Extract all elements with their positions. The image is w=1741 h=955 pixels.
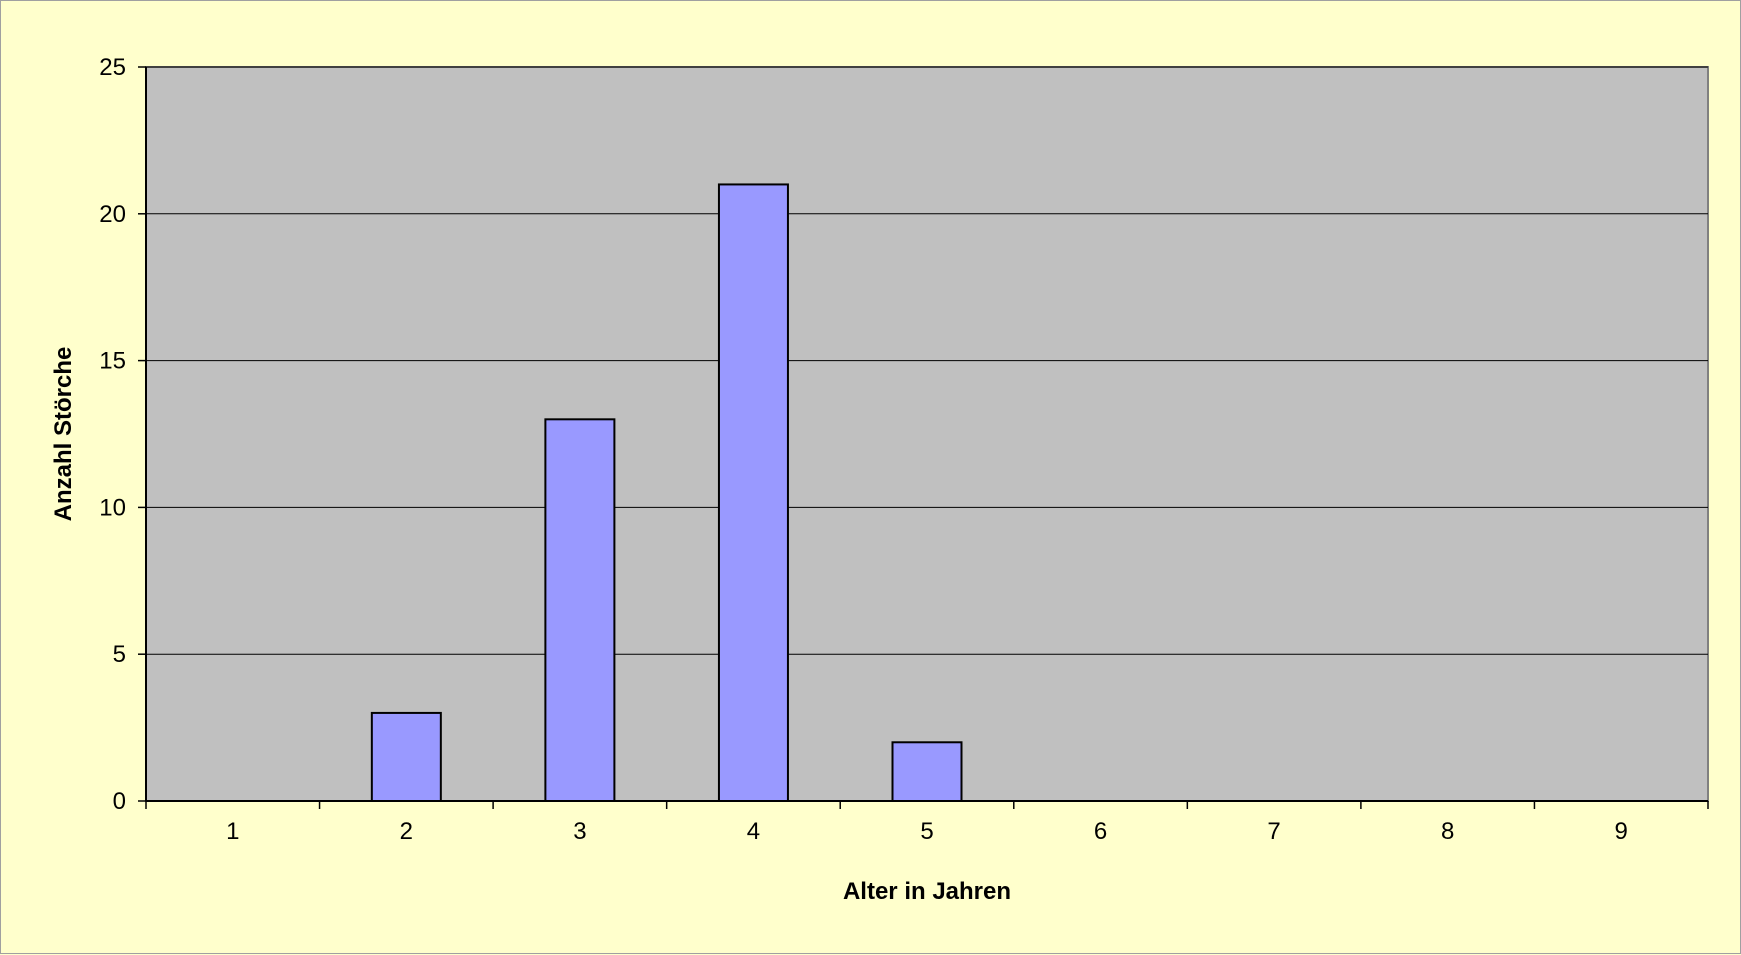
x-tick-label-8: 8 <box>1441 818 1454 845</box>
y-tick-label-15: 15 <box>99 348 126 375</box>
x-tick-label-3: 3 <box>573 818 586 845</box>
bars <box>370 183 963 803</box>
bar-2 <box>370 711 442 802</box>
x-tick-label-4: 4 <box>747 818 760 845</box>
y-tick-label-0: 0 <box>113 788 126 815</box>
x-axis-title: Alter in Jahren <box>843 878 1011 905</box>
plot-area <box>145 66 1709 802</box>
x-tick-labels: 1 2 3 4 5 6 7 8 9 <box>226 818 1628 845</box>
y-tick-label-5: 5 <box>113 641 126 668</box>
x-tick-label-5: 5 <box>920 818 933 845</box>
y-tick-label-25: 25 <box>99 54 126 81</box>
x-tick-label-1: 1 <box>226 818 239 845</box>
bar-4 <box>717 183 789 802</box>
bar-5 <box>891 741 963 803</box>
y-tick-label-20: 20 <box>99 201 126 228</box>
bar-3 <box>544 418 616 802</box>
y-tick-label-10: 10 <box>99 494 126 521</box>
x-tick-label-6: 6 <box>1094 818 1107 845</box>
y-tick-labels: 0 5 10 15 20 25 <box>99 54 126 815</box>
x-tick-label-2: 2 <box>400 818 413 845</box>
y-axis-title: Anzahl Störche <box>50 347 77 522</box>
axes <box>138 66 1709 809</box>
gridlines <box>146 66 1708 655</box>
x-tick-label-7: 7 <box>1267 818 1280 845</box>
x-tick-label-9: 9 <box>1615 818 1628 845</box>
